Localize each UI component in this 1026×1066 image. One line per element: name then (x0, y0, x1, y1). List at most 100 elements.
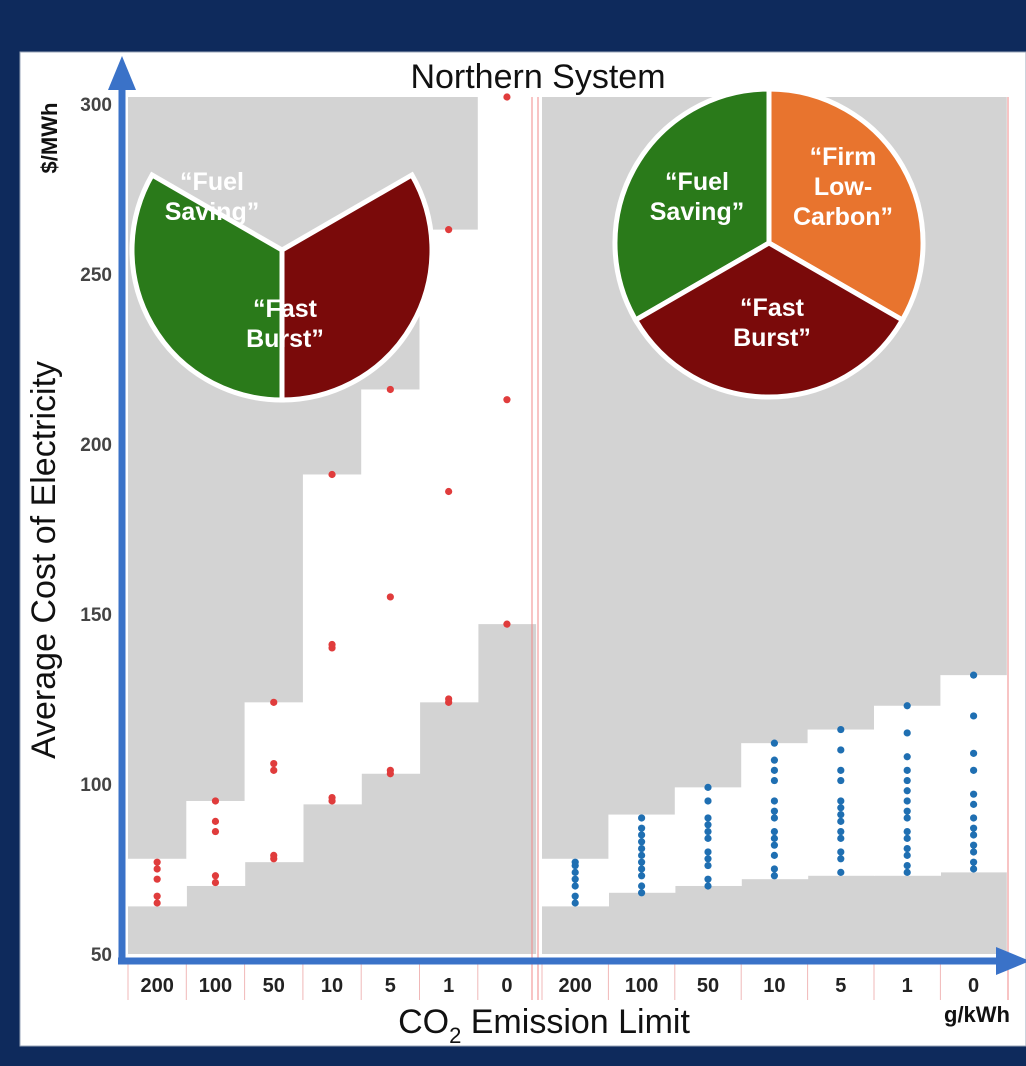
pie-right-label-fuel-saving: “Fuel Saving” (650, 168, 744, 226)
pie-left-slice-fast-burst (279, 171, 435, 403)
panel-2-point-50-11 (704, 783, 712, 791)
panel-2-point-10-6 (770, 827, 779, 836)
panel-2-point-1-13 (903, 753, 911, 761)
pie-right-label-fast-burst-line-2: Burst” (733, 324, 811, 352)
y-axis-unit: $/MWh (37, 103, 62, 174)
panel-1-feasible-range-5 (361, 389, 421, 774)
pie-left-label-fuel-saving-line-1: “Fuel (180, 168, 244, 196)
panel-2-point-5-4 (837, 834, 845, 842)
x-tick-label-1-200: 200 (140, 975, 173, 997)
panel-2-point-100-9 (638, 831, 646, 839)
panel-2-point-1-9 (903, 797, 911, 805)
panel-2-point-100-11 (638, 814, 646, 822)
panel-2-point-100-8 (638, 838, 646, 846)
panel-1-point-10-4 (328, 640, 336, 649)
panel-1-point-10-2 (328, 793, 336, 802)
panel-2-point-10-13 (770, 739, 779, 747)
pie-left-label-fast-burst-line-1: “Fast (253, 295, 318, 323)
y-tick-label-100: 100 (80, 775, 112, 796)
panel-2-point-5-2 (837, 855, 845, 863)
pie-left-slice-fuel-saving (129, 171, 285, 403)
panel-1-point-10-5 (328, 470, 336, 479)
data-points (153, 93, 978, 907)
panel-2-point-1-7 (903, 814, 911, 822)
y-axis-label: Average Cost of Electricity (25, 361, 63, 759)
panel-1-point-100-3 (211, 827, 220, 836)
panel-1-point-1-3 (445, 487, 453, 496)
panel-2-point-50-6 (704, 834, 712, 842)
panel-2-point-5-12 (837, 746, 845, 754)
panel-1-point-200-3 (153, 875, 161, 883)
panel-2-point-10-7 (770, 814, 779, 822)
panel-2-point-1-3 (903, 851, 911, 859)
panel-2-point-1-2 (903, 861, 911, 870)
panel-1-point-5-2 (386, 766, 394, 774)
x-tick-label-1-1: 1 (443, 975, 454, 997)
panel-1-point-50-2 (270, 851, 278, 859)
x-tick-label-1-100: 100 (199, 975, 232, 997)
panel-2-point-1-12 (903, 766, 911, 774)
pie-right-label-fuel-saving-line-1: “Fuel (665, 168, 729, 196)
panel-2-point-50-2 (704, 875, 712, 883)
panel-2-point-5-7 (837, 810, 845, 819)
panel-1-point-200-5 (153, 858, 161, 866)
resource-pies: “Fuel Saving”“Fast Burst”“Fuel Saving”“Firm… (129, 86, 926, 403)
panel-1-feasible-range-10 (302, 474, 362, 805)
panel-2-point-50-7 (704, 827, 712, 836)
x-tick-label-2-5: 5 (835, 975, 846, 997)
panel-2-point-0-6 (970, 824, 978, 832)
panel-2-point-0-2 (970, 858, 978, 866)
x-axis-label: CO2 Emission Limit (398, 1003, 690, 1048)
x-tick-label-2-100: 100 (625, 975, 658, 997)
panel-2-point-5-11 (837, 766, 845, 774)
x-tick-label-2-1: 1 (902, 975, 913, 997)
panel-2-point-100-4 (638, 865, 646, 873)
panel-1-point-0-3 (503, 93, 511, 101)
panel-2-point-10-11 (770, 766, 779, 774)
panel-2-point-10-12 (770, 756, 779, 764)
panel-2-point-50-5 (704, 848, 712, 856)
panel-1-feasible-range-0 (477, 97, 537, 625)
panel-2-point-10-2 (770, 865, 779, 873)
x-axis-label-rest: Emission Limit (461, 1003, 690, 1041)
panel-2-point-0-11 (970, 749, 978, 757)
panel-2-point-50-10 (704, 797, 712, 805)
panel-2-point-1-8 (903, 807, 911, 815)
panel-1-point-100-4 (211, 817, 220, 825)
x-axis-arrow (996, 947, 1026, 975)
panel-2-point-100-10 (638, 824, 646, 832)
panel-dividers (531, 97, 1009, 1000)
pie-right-label-firm-low-carbon-line-1: “Firm (810, 143, 877, 171)
y-tick-label-200: 200 (80, 435, 112, 456)
panel-1-point-200-1 (153, 899, 161, 907)
panel-2-point-0-12 (970, 712, 978, 720)
panel-2-point-0-10 (970, 766, 978, 774)
x-tick-label-2-200: 200 (559, 975, 592, 997)
x-tick-label-1-10: 10 (321, 975, 343, 997)
x-tick-label-1-0: 0 (501, 975, 512, 997)
panel-2-point-5-3 (837, 848, 845, 856)
x-axis-unit: g/kWh (944, 1002, 1010, 1027)
panel-1-feasible-range-50 (244, 702, 304, 863)
panel-2-point-1-6 (903, 827, 911, 836)
panel-1-point-0-1 (503, 620, 511, 628)
panel-1-point-0-2 (503, 396, 511, 404)
x-tick-label-2-0: 0 (968, 975, 979, 997)
panel-2-point-100-6 (638, 851, 646, 859)
y-tick-label-50: 50 (91, 945, 112, 966)
panel-1-point-1-2 (445, 695, 453, 703)
panel-2-point-0-3 (970, 848, 978, 856)
panel-1-point-50-4 (270, 759, 278, 768)
x-axis-label-main: CO (398, 1003, 449, 1041)
panel-1-feasible-range-100 (186, 800, 246, 886)
panel-2-point-50-9 (704, 814, 712, 822)
panel-2-point-200-2 (571, 892, 579, 900)
pie-right-label-firm-low-carbon: “Firm Low-Carbon” (793, 143, 893, 231)
y-tick-label-250: 250 (80, 265, 112, 286)
panel-2-point-50-4 (704, 855, 712, 863)
plot-frame (19, 51, 1026, 1047)
chart-title: Northern System (410, 58, 665, 96)
panel-1-point-200-2 (153, 892, 161, 900)
x-tick-label-1-50: 50 (263, 975, 285, 997)
